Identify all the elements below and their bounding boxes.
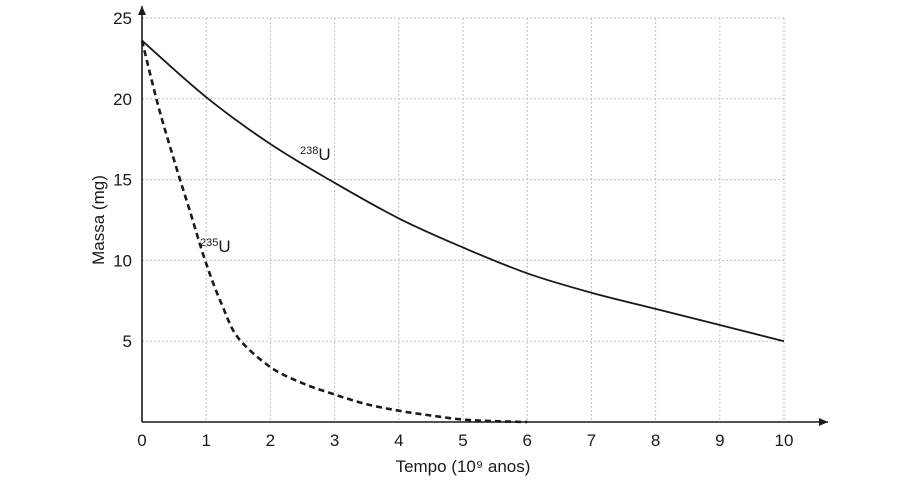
y-tick-label-1: 10: [113, 251, 132, 270]
series-label-mass-number: 238: [300, 145, 318, 157]
x-tick-label-1: 1: [201, 431, 210, 450]
series-label-238: 238U: [300, 145, 331, 164]
x-tick-label-5: 5: [458, 431, 467, 450]
y-axis-arrow: [138, 6, 146, 15]
x-tick-label-3: 3: [330, 431, 339, 450]
series-label-element: U: [318, 145, 330, 164]
x-tick-label-0: 0: [137, 431, 146, 450]
series-label-235: 235U: [200, 237, 231, 256]
x-tick-label-9: 9: [715, 431, 724, 450]
y-tick-label-0: 5: [123, 332, 132, 351]
x-tick-label-2: 2: [266, 431, 275, 450]
x-tick-label-4: 4: [394, 431, 403, 450]
series-lines: [140, 39, 785, 424]
x-tick-label-7: 7: [587, 431, 596, 450]
y-tick-label-3: 20: [113, 90, 132, 109]
x-tick-label-8: 8: [651, 431, 660, 450]
axes: [138, 6, 828, 426]
grid: [142, 17, 785, 422]
y-tick-labels: 5 10 15 20 25: [113, 9, 132, 351]
x-tick-label-10: 10: [775, 431, 794, 450]
x-axis-title: Tempo (10⁹ anos): [396, 457, 531, 476]
series-line-238: [141, 39, 785, 343]
y-axis-title: Massa (mg): [89, 175, 108, 265]
series-label-element: U: [218, 237, 230, 256]
y-tick-label-2: 15: [113, 171, 132, 190]
series-label-mass-number: 235: [200, 237, 218, 249]
x-tick-labels: 0 1 2 3 4 5 6 7 8 9 10: [137, 431, 793, 450]
y-tick-label-4: 25: [113, 9, 132, 28]
x-axis-arrow: [819, 418, 828, 426]
series-line-235: [140, 40, 528, 424]
x-tick-label-6: 6: [522, 431, 531, 450]
